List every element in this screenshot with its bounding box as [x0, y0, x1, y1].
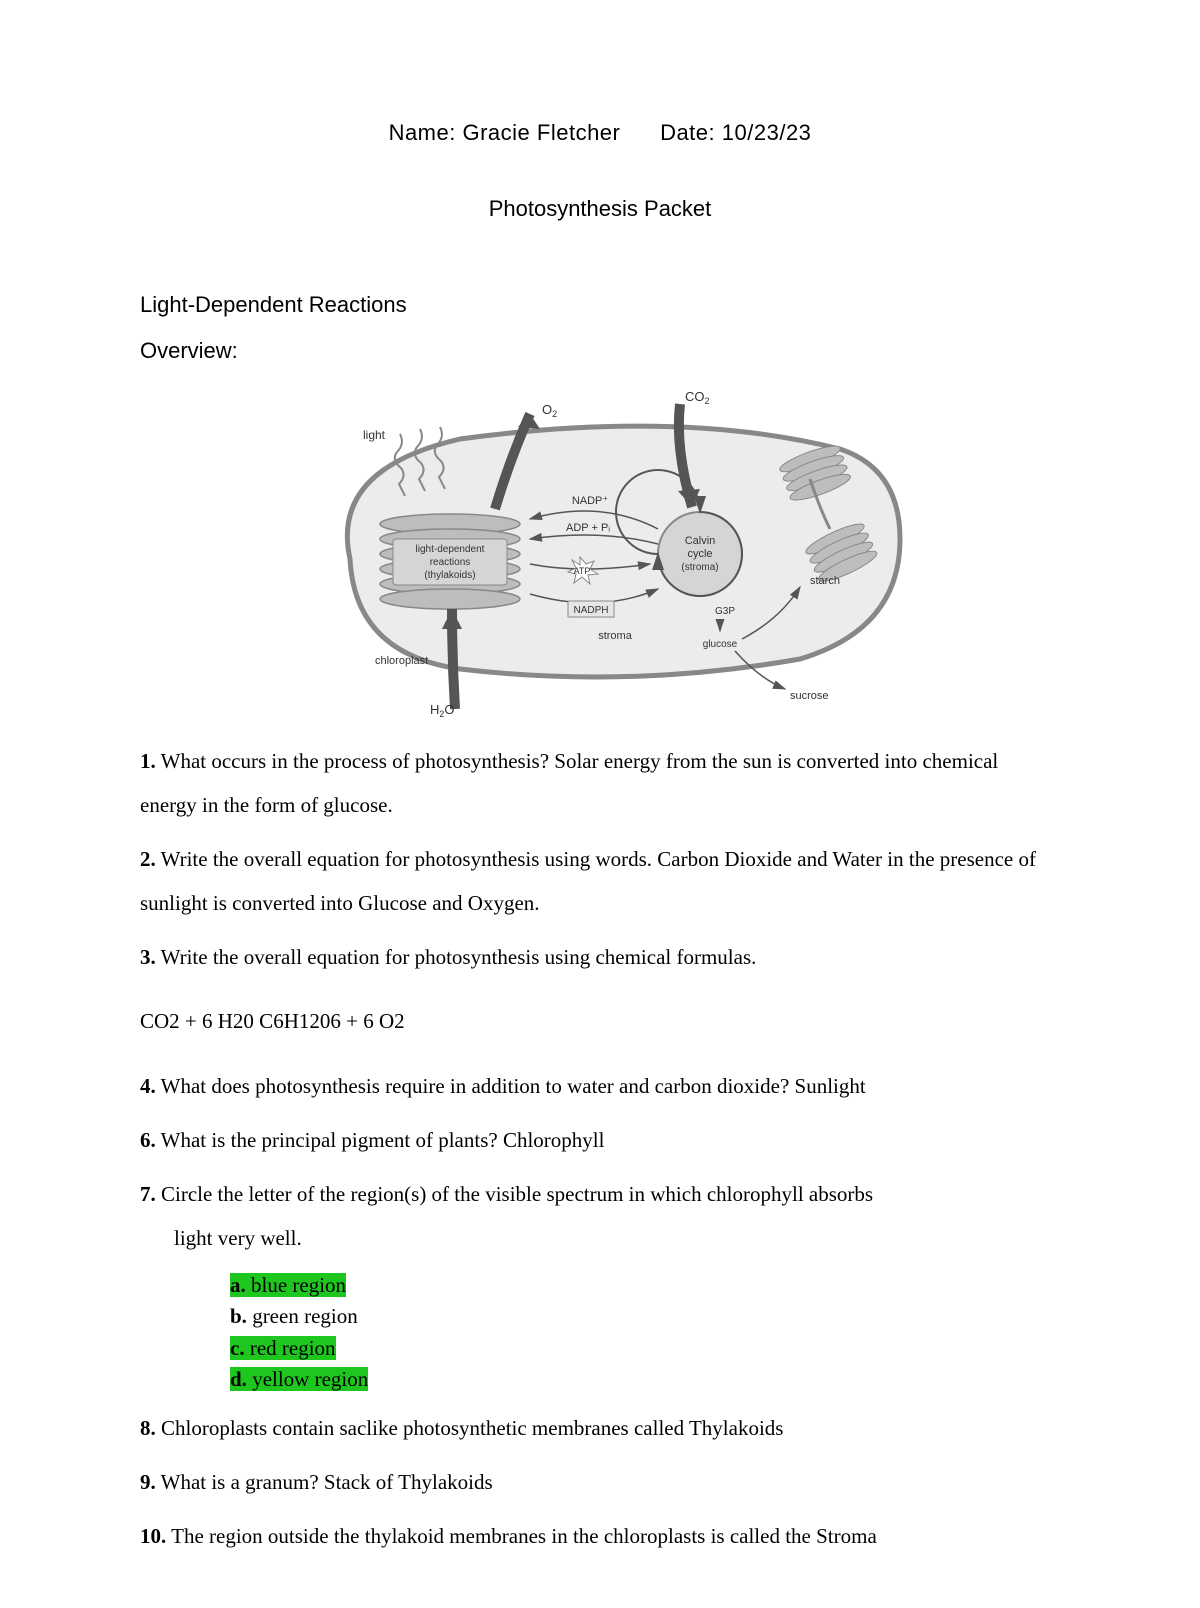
atp-label: ATP	[574, 566, 591, 576]
question-10: 10. The region outside the thylakoid mem…	[140, 1514, 1060, 1558]
q6-num: 6.	[140, 1128, 156, 1152]
stroma-label: stroma	[598, 630, 633, 642]
q9-text: What is a granum? Stack of Thylakoids	[156, 1470, 493, 1494]
nadp-label: NADP⁺	[572, 495, 609, 507]
q2-text: Write the overall equation for photosynt…	[140, 847, 1036, 915]
question-2: 2. Write the overall equation for photos…	[140, 837, 1060, 925]
adp-label: ADP + Pᵢ	[566, 522, 610, 534]
q2-num: 2.	[140, 847, 156, 871]
q1-num: 1.	[140, 749, 156, 773]
q7-num: 7.	[140, 1182, 156, 1206]
q3-text: Write the overall equation for photosynt…	[156, 945, 757, 969]
q3-num: 3.	[140, 945, 156, 969]
starch-label: starch	[810, 575, 840, 587]
date-label: Date:	[660, 120, 715, 145]
q8-text: Chloroplasts contain saclike photosynthe…	[156, 1416, 784, 1440]
header-line: Name: Gracie Fletcher Date: 10/23/23	[140, 120, 1060, 146]
q9-num: 9.	[140, 1470, 156, 1494]
option-a: a. blue region	[230, 1270, 1060, 1302]
question-4: 4. What does photosynthesis require in a…	[140, 1064, 1060, 1108]
equation: CO2 + 6 H20 C6H1206 + 6 O2	[140, 999, 1060, 1043]
g3p-label: G3P	[715, 606, 735, 617]
h2o-label: H2O	[430, 702, 455, 719]
diagram-svg: light-dependent reactions (thylakoids) C…	[280, 379, 920, 719]
q10-num: 10.	[140, 1524, 166, 1548]
chloroplast-diagram: light-dependent reactions (thylakoids) C…	[280, 379, 920, 719]
glucose-label: glucose	[703, 639, 738, 650]
name-label: Name:	[389, 120, 456, 145]
ldr-label-2: reactions	[430, 557, 471, 568]
option-c: c. red region	[230, 1333, 1060, 1365]
q7-text: Circle the letter of the region(s) of th…	[156, 1182, 873, 1206]
name-value: Gracie Fletcher	[462, 120, 620, 145]
doc-title: Photosynthesis Packet	[140, 196, 1060, 222]
chloroplast-label: chloroplast	[375, 655, 428, 667]
co2-label: CO2	[685, 389, 710, 406]
question-6: 6. What is the principal pigment of plan…	[140, 1118, 1060, 1162]
sucrose-label: sucrose	[790, 690, 829, 702]
question-1: 1. What occurs in the process of photosy…	[140, 739, 1060, 827]
q4-text: What does photosynthesis require in addi…	[156, 1074, 866, 1098]
o2-label: O2	[542, 402, 557, 419]
date-value: 10/23/23	[722, 120, 812, 145]
q7-options: a. blue region b. green region c. red re…	[230, 1270, 1060, 1396]
calvin-label-2: cycle	[687, 548, 712, 560]
q8-num: 8.	[140, 1416, 156, 1440]
ldr-label-3: (thylakoids)	[424, 570, 475, 581]
calvin-label-3: (stroma)	[681, 562, 718, 573]
question-7-line2: light very well.	[140, 1216, 1060, 1260]
question-8: 8. Chloroplasts contain saclike photosyn…	[140, 1406, 1060, 1450]
option-b: b. green region	[230, 1301, 1060, 1333]
calvin-label-1: Calvin	[685, 535, 716, 547]
q1-text: What occurs in the process of photosynth…	[140, 749, 998, 817]
q10-text: The region outside the thylakoid membran…	[166, 1524, 877, 1548]
question-7: 7. Circle the letter of the region(s) of…	[140, 1172, 1060, 1216]
thylakoid-stack: light-dependent reactions (thylakoids)	[380, 514, 520, 609]
light-label: light	[363, 428, 386, 442]
option-d: d. yellow region	[230, 1364, 1060, 1396]
ldr-label-1: light-dependent	[416, 544, 485, 555]
nadph-label: NADPH	[573, 605, 608, 616]
section-heading: Light-Dependent Reactions	[140, 292, 1060, 318]
question-9: 9. What is a granum? Stack of Thylakoids	[140, 1460, 1060, 1504]
overview-label: Overview:	[140, 338, 1060, 364]
q4-num: 4.	[140, 1074, 156, 1098]
question-3: 3. Write the overall equation for photos…	[140, 935, 1060, 979]
q6-text: What is the principal pigment of plants?…	[156, 1128, 605, 1152]
